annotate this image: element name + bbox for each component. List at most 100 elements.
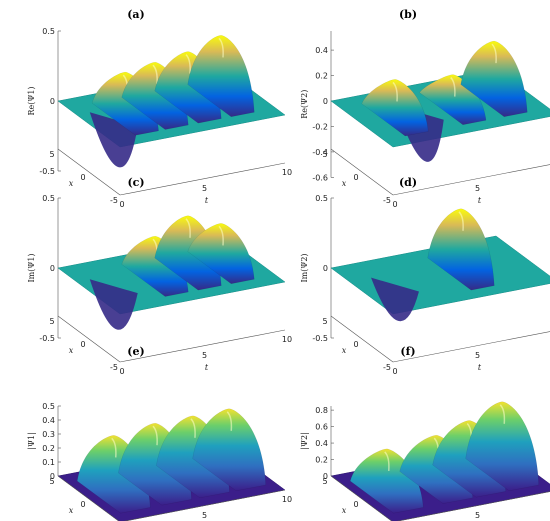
surface-peak (187, 223, 255, 284)
x-axis (57, 315, 121, 363)
t-tick-label: 0 (119, 200, 124, 209)
z-tick-label: 0.5 (42, 194, 55, 203)
x-tick-label: 5 (49, 477, 54, 486)
surface-peak (465, 401, 540, 491)
surface-highlight (185, 218, 191, 238)
x-tick-label: 5 (322, 150, 327, 159)
surface-peak (460, 40, 528, 117)
t-axis (119, 162, 286, 196)
z-axis-label: Re(Ψ2) (300, 90, 309, 119)
t-tick-label: 0 (392, 367, 397, 376)
surface-peak (187, 35, 255, 117)
surface-highlight (111, 437, 117, 458)
z-tick-label: 0.6 (315, 423, 328, 432)
x-axis-label: x (69, 346, 74, 355)
z-axis-label: Im(Ψ1) (27, 253, 36, 282)
t-tick-label: 5 (202, 511, 207, 520)
x-tick-label: 0 (80, 173, 85, 182)
z-axis-label: Im(Ψ2) (300, 253, 309, 282)
z-tick-label: 0 (50, 264, 55, 273)
x-axis (330, 315, 394, 363)
z-tick-label: 0 (323, 472, 328, 481)
x-axis (330, 148, 394, 196)
t-tick-label: 0 (119, 367, 124, 376)
z-tick-label: -0.5 (312, 334, 328, 343)
z-tick-label: -0.5 (39, 334, 55, 343)
surface-highlight (226, 411, 233, 431)
x-tick-label: -5 (383, 196, 391, 205)
t-tick-label: 10 (282, 495, 292, 504)
surface-highlight (218, 37, 224, 58)
x-tick-label: 0 (353, 500, 358, 509)
x-axis (330, 475, 393, 521)
x-tick-label: -5 (110, 196, 118, 205)
z-tick-label: 0.5 (315, 194, 328, 203)
z-axis-label: |Ψ1| (27, 432, 36, 450)
surface-trough (89, 279, 138, 330)
surface-highlight (218, 225, 224, 246)
surface-highlight (185, 54, 191, 74)
t-tick-label: 5 (475, 351, 480, 360)
z-tick-label: 0.4 (315, 439, 328, 448)
t-axis-label: t (478, 363, 482, 372)
t-tick-label: 5 (475, 184, 480, 193)
x-axis-label: x (69, 179, 74, 188)
z-tick-label: 0 (50, 472, 55, 481)
z-tick-label: -0.2 (312, 122, 328, 131)
x-tick-label: -5 (383, 363, 391, 372)
x-axis-label: x (342, 346, 347, 355)
x-tick-label: 5 (322, 317, 327, 326)
z-axis-label: |Ψ2| (300, 432, 309, 450)
t-tick-label: 10 (282, 168, 292, 177)
surface-highlight (384, 451, 390, 471)
panel-label: (d) (399, 176, 417, 189)
x-tick-label: 0 (80, 500, 85, 509)
surface-peak (361, 79, 429, 137)
panel-label: (c) (127, 176, 144, 189)
x-axis-label: x (342, 506, 347, 515)
z-tick-label: 0 (323, 264, 328, 273)
surface-peak (192, 408, 267, 491)
z-tick-label: -0.6 (312, 173, 328, 182)
surface-trough (371, 277, 419, 322)
z-tick-label: 0.2 (42, 444, 55, 453)
surface-highlight (491, 43, 497, 64)
t-tick-label: 0 (392, 200, 397, 209)
x-tick-label: 5 (49, 150, 54, 159)
x-axis (57, 148, 121, 196)
x-tick-label: 0 (353, 173, 358, 182)
t-axis (123, 489, 286, 521)
z-tick-label: 0.4 (315, 46, 328, 55)
t-axis (392, 164, 550, 196)
z-tick-label: 0.2 (315, 456, 328, 465)
x-tick-label: 0 (353, 340, 358, 349)
z-tick-label: -0.4 (312, 148, 328, 157)
surface-highlight (458, 211, 464, 231)
surface-highlight (152, 64, 158, 85)
z-tick-label: 0 (50, 97, 55, 106)
x-axis (57, 475, 120, 521)
surface-highlight (450, 77, 456, 97)
surface-highlight (190, 418, 196, 438)
t-axis (392, 331, 550, 363)
x-tick-label: 5 (322, 477, 327, 486)
t-axis-label: t (205, 196, 209, 205)
z-tick-label: 0.3 (42, 430, 55, 439)
panel-label: (a) (127, 8, 145, 21)
t-tick-label: 5 (202, 351, 207, 360)
panel-label: (e) (127, 345, 144, 358)
t-axis-label: t (478, 196, 482, 205)
panel-label: (b) (399, 8, 417, 21)
panel-label: (f) (400, 345, 415, 358)
t-tick-label: 5 (202, 184, 207, 193)
